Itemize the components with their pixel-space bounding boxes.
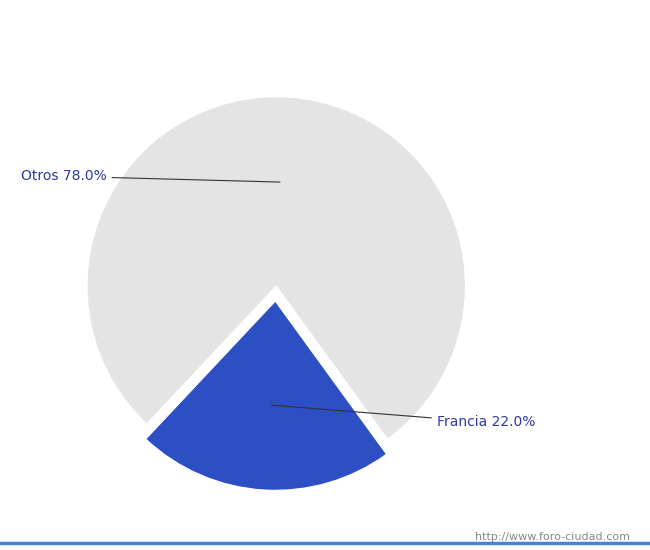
Text: Otros 78.0%: Otros 78.0% <box>21 169 280 183</box>
Text: Francia 22.0%: Francia 22.0% <box>272 405 536 429</box>
Wedge shape <box>87 97 465 439</box>
Wedge shape <box>146 301 387 490</box>
Text: http://www.foro-ciudad.com: http://www.foro-ciudad.com <box>476 532 630 542</box>
Text: El Tiemblo - Turistas extranjeros según país - Octubre de 2024: El Tiemblo - Turistas extranjeros según … <box>96 14 554 31</box>
